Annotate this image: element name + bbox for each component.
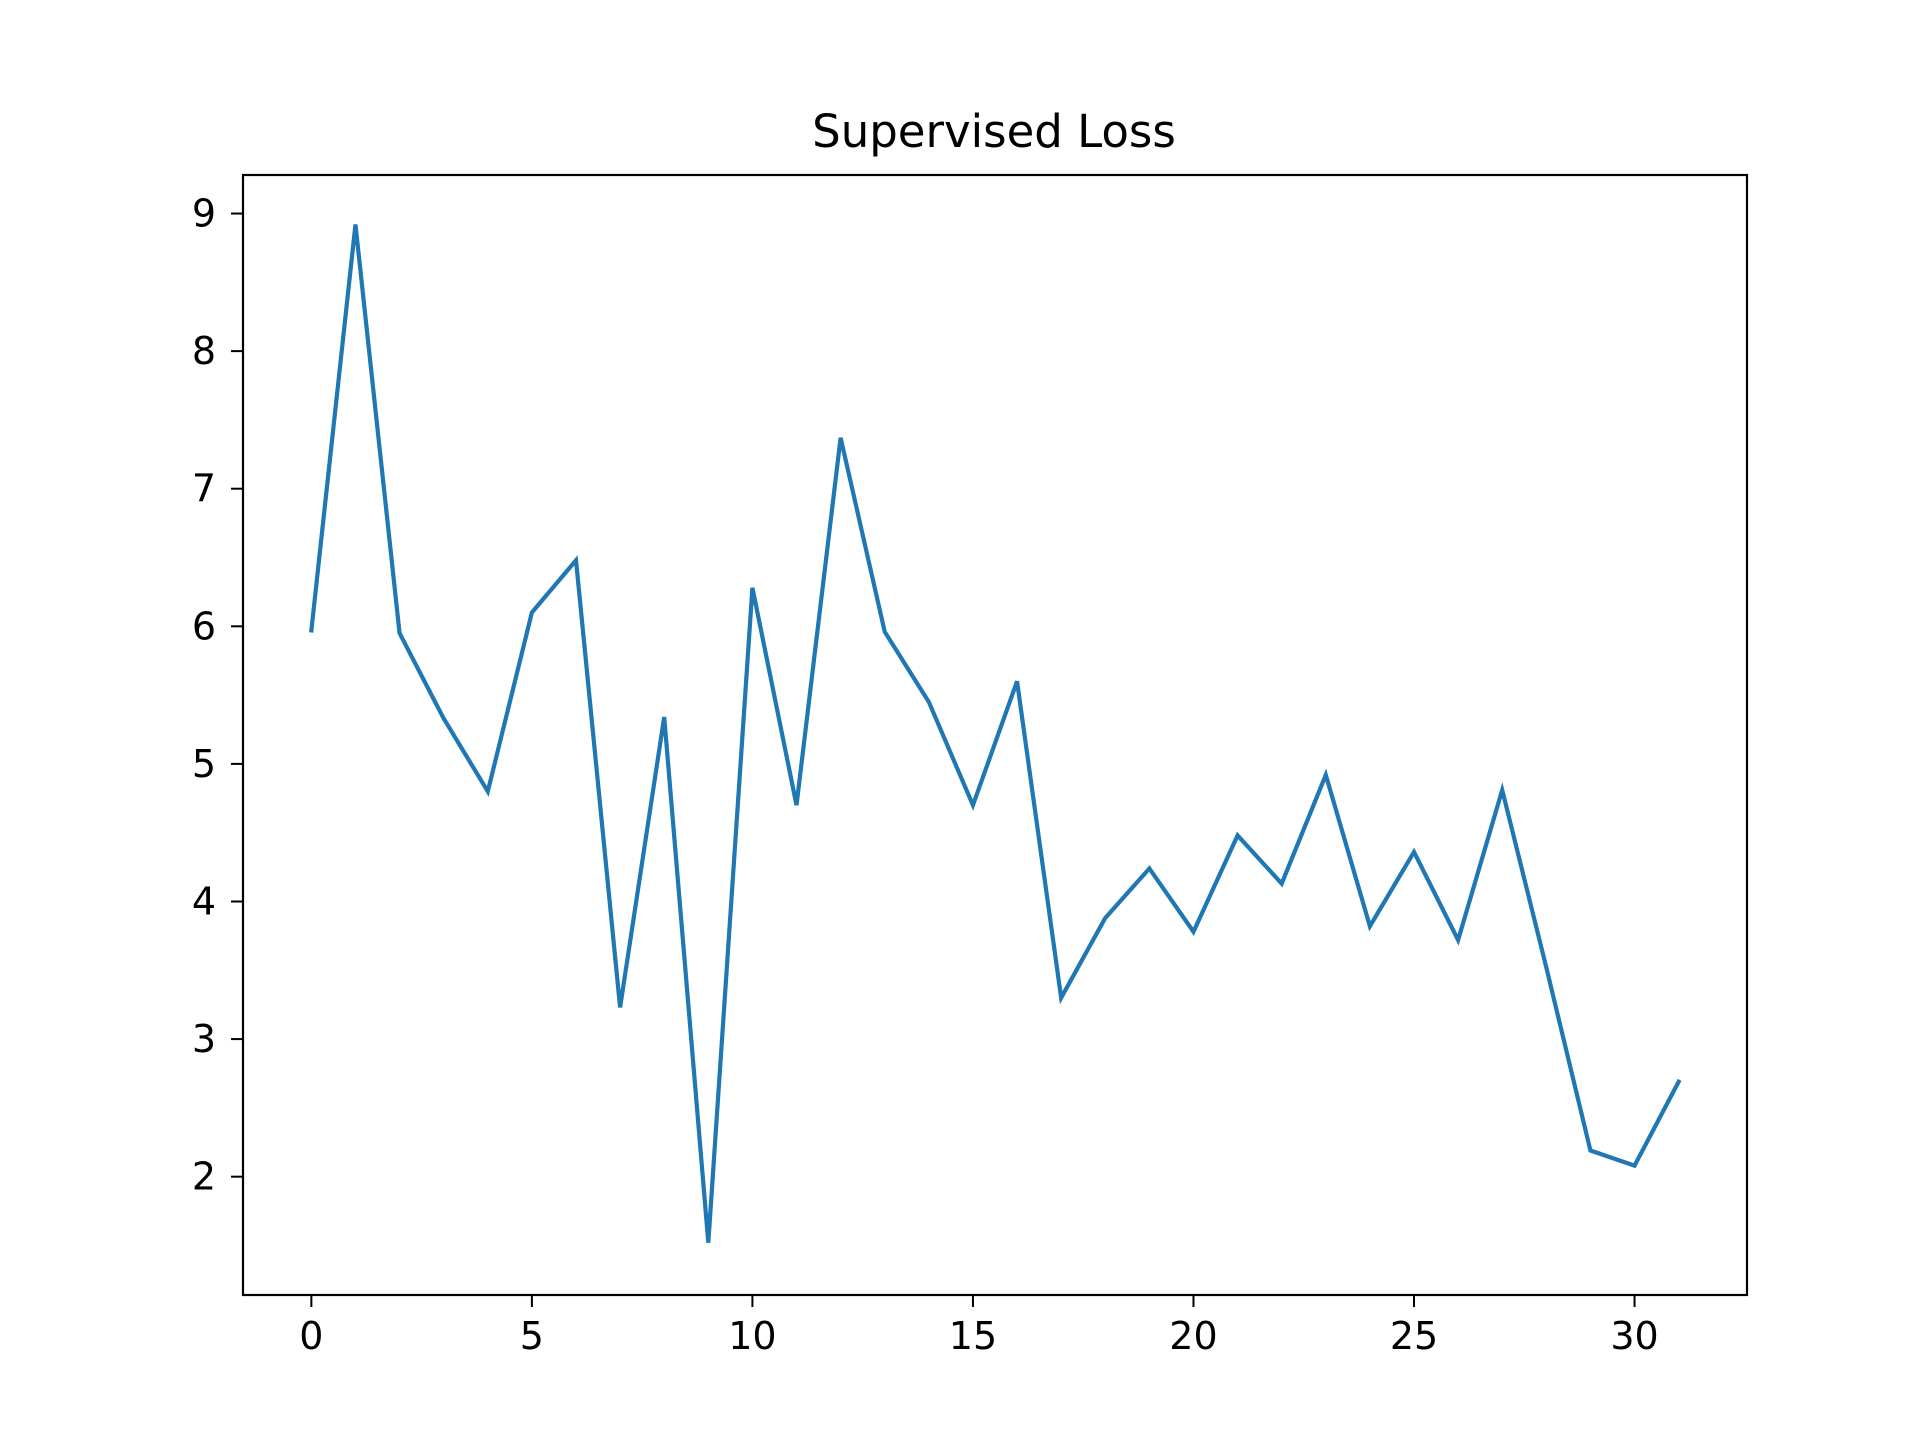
series-line-0 [309,224,1682,1243]
y-tick-label: 3 [192,1017,216,1061]
y-tick-label: 7 [192,467,216,511]
x-tick-label: 5 [520,1314,544,1358]
y-tick-label: 5 [192,742,216,786]
x-tick-label: 0 [299,1314,323,1358]
x-tick-label: 20 [1169,1314,1217,1358]
y-tick-label: 9 [192,192,216,236]
y-tick-label: 2 [192,1155,216,1199]
y-tick-label: 6 [192,604,216,648]
x-tick-label: 15 [949,1314,997,1358]
x-tick-label: 25 [1390,1314,1438,1358]
axes-frame [241,173,1749,1297]
plot-area: 0 5 10 15 20 25 30 2 3 4 5 6 7 8 9 [192,173,1749,1358]
y-tick-label: 4 [192,879,216,923]
y-tick-label: 8 [192,329,216,373]
x-tick-label: 10 [728,1314,776,1358]
x-tick-label: 30 [1610,1314,1658,1358]
chart-title: Supervised Loss [812,105,1176,158]
